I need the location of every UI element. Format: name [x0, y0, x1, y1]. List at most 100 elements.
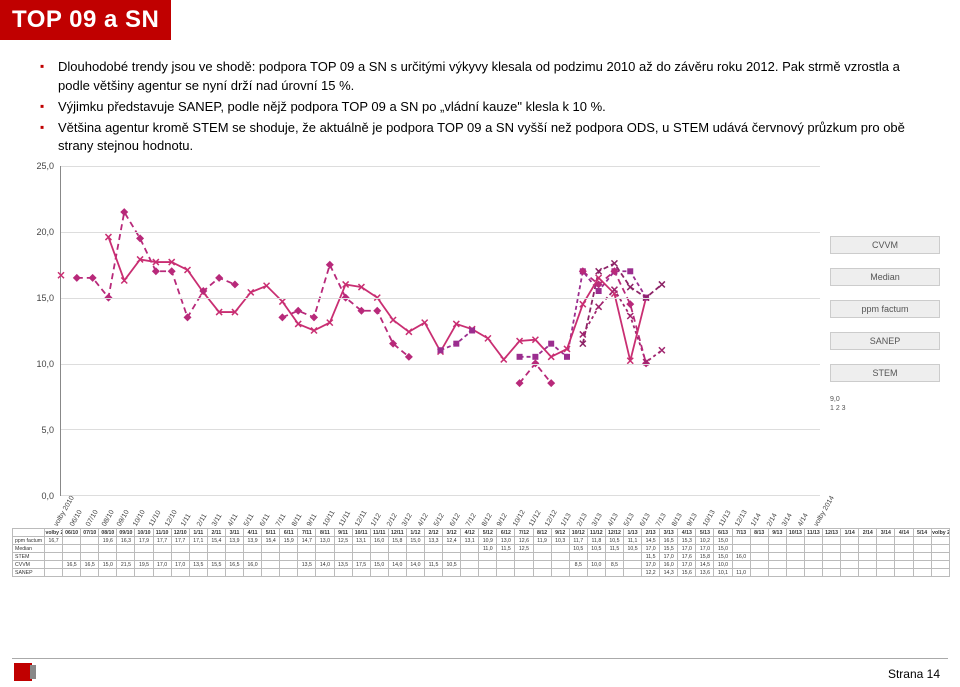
table-cell: [280, 545, 298, 553]
table-cell: [823, 561, 841, 569]
chart-marker: [611, 287, 617, 293]
table-cell: [461, 561, 479, 569]
table-cell: [406, 569, 424, 577]
table-header-cell: 9/11: [334, 529, 352, 537]
table-cell: [931, 537, 949, 545]
table-cell: [443, 553, 461, 561]
footer-logo: [14, 663, 32, 681]
table-cell: 19,5: [135, 561, 153, 569]
table-header-cell: 2/14: [859, 529, 877, 537]
table-cell: [388, 553, 406, 561]
table-cell: [804, 537, 822, 545]
table-cell: [533, 569, 551, 577]
table-cell: 8,5: [605, 561, 623, 569]
table-cell: [45, 545, 63, 553]
x-tick-label: 5/12: [433, 513, 446, 528]
table-cell: [587, 553, 605, 561]
legend-item: Median: [830, 268, 940, 286]
table-cell: [859, 545, 877, 553]
table-cell: [135, 545, 153, 553]
table-header-cell: 8/13: [750, 529, 768, 537]
chart-marker: [278, 314, 286, 322]
table-body: ppm factum16,719,616,317,917,717,717,115…: [13, 537, 950, 577]
x-tick-label: volby 2014: [813, 495, 836, 528]
x-tick-label: 10/10: [132, 509, 147, 528]
table-cell: 13,1: [352, 537, 370, 545]
table-cell: [823, 569, 841, 577]
table-cell: [624, 561, 642, 569]
x-tick-label: 3/11: [211, 513, 224, 528]
bullet-item: Většina agentur kromě STEM se shoduje, ž…: [40, 119, 930, 157]
table-cell: [479, 561, 497, 569]
chart-marker: [469, 328, 475, 334]
table-cell: [786, 537, 804, 545]
chart-marker: [390, 317, 396, 323]
table-cell: [515, 561, 533, 569]
table-cell: [750, 569, 768, 577]
chart-marker: [627, 284, 633, 290]
table-header-cell: 1/13: [624, 529, 642, 537]
table-cell: [406, 553, 424, 561]
table-cell: [189, 545, 207, 553]
table-cell: 11,5: [497, 545, 515, 553]
table-cell: [913, 569, 931, 577]
table-cell: 11,9: [533, 537, 551, 545]
table-header-cell: 06/10: [63, 529, 81, 537]
chart-marker: [532, 354, 538, 360]
table-cell: 12,5: [334, 537, 352, 545]
table-cell: [280, 569, 298, 577]
table-row: Median11,011,512,510,510,511,510,517,015…: [13, 545, 950, 553]
x-axis: volby 201006/1007/1008/1009/1010/1011/10…: [60, 498, 820, 526]
table-cell: [768, 545, 786, 553]
x-tick-label: 07/10: [85, 509, 100, 528]
y-tick-label: 15,0: [36, 293, 54, 303]
table-row: ppm factum16,719,616,317,917,717,717,115…: [13, 537, 950, 545]
table-cell: [913, 561, 931, 569]
table-cell: 11,8: [587, 537, 605, 545]
table-cell: [153, 545, 171, 553]
chart-marker: [626, 300, 634, 308]
table-cell: 16,5: [660, 537, 678, 545]
table-cell: [931, 545, 949, 553]
table-cell: [768, 569, 786, 577]
table-cell: [533, 561, 551, 569]
chart-marker: [438, 347, 444, 353]
table-cell: 14,0: [316, 561, 334, 569]
chart-lines: [61, 166, 820, 495]
y-tick-label: 5,0: [41, 425, 54, 435]
chart-marker: [89, 274, 97, 282]
x-tick-label: 8/12: [480, 513, 493, 528]
table-cell: [424, 545, 442, 553]
chart-marker: [501, 357, 507, 363]
table-cell: [244, 553, 262, 561]
table-cell: 15,0: [714, 537, 732, 545]
chart-marker: [547, 379, 555, 387]
table-cell: [587, 569, 605, 577]
x-tick-label: 7/11: [275, 513, 288, 528]
x-tick-label: 09/10: [116, 509, 131, 528]
table-header-cell: 11/11: [370, 529, 388, 537]
table-cell: 10,2: [696, 537, 714, 545]
table-cell: [63, 537, 81, 545]
table-cell: [334, 553, 352, 561]
table-header-cell: 12/12: [605, 529, 623, 537]
table-cell: [804, 545, 822, 553]
table-cell: [461, 553, 479, 561]
table-cell: 16,0: [732, 553, 750, 561]
table-header-cell: 3/12: [443, 529, 461, 537]
x-tick-label: 6/11: [259, 513, 272, 528]
table-cell: [461, 569, 479, 577]
table-cell: [352, 553, 370, 561]
table-cell: [189, 569, 207, 577]
table-cell: [352, 545, 370, 553]
table-header-cell: 5/14: [913, 529, 931, 537]
table-row: STEM11,517,017,615,815,016,0: [13, 553, 950, 561]
table-cell: [804, 553, 822, 561]
table-cell: [841, 553, 859, 561]
table-cell: 17,0: [678, 561, 696, 569]
table-header-cell: volby 2010: [45, 529, 63, 537]
table-cell: [479, 569, 497, 577]
table-cell: [99, 545, 117, 553]
chart-marker: [231, 281, 239, 289]
chart-marker: [659, 347, 665, 353]
